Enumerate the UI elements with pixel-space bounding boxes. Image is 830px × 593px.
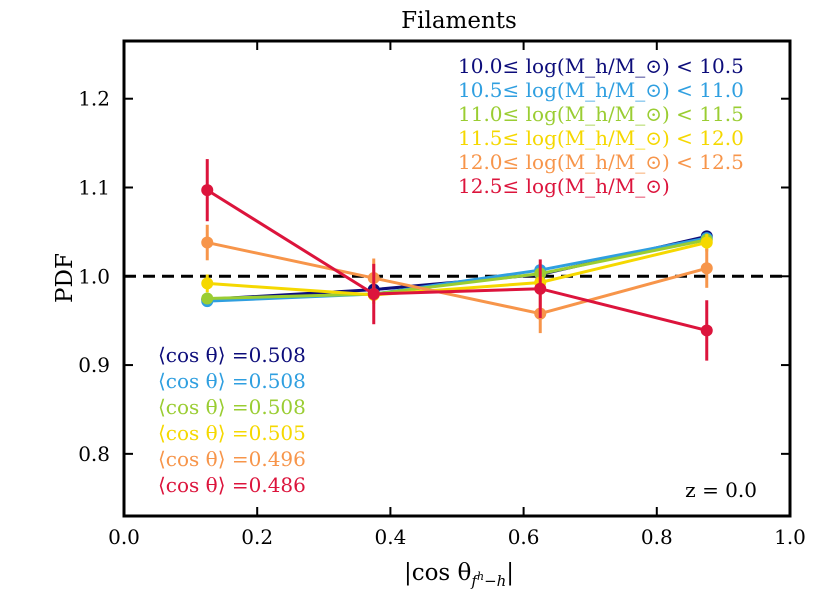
- chart-title: Filaments: [401, 8, 517, 34]
- x-tick-label: 0.2: [241, 525, 273, 549]
- y-tick-label: 1.0: [78, 264, 110, 288]
- series-5: [201, 224, 713, 334]
- series-line: [206, 188, 708, 332]
- data-point: [700, 262, 713, 275]
- x-tick-label: 0.4: [374, 525, 406, 549]
- series-6: [201, 159, 713, 361]
- mean-cos-label-6: ⟨cos θ⟩ =0.486: [158, 473, 306, 497]
- data-point: [367, 288, 380, 301]
- mean-cos-labels: ⟨cos θ⟩ =0.508⟨cos θ⟩ =0.508⟨cos θ⟩ =0.5…: [158, 343, 306, 497]
- mean-cos-label-4: ⟨cos θ⟩ =0.505: [158, 421, 306, 445]
- series-line: [207, 238, 708, 300]
- y-tick-label: 0.9: [78, 353, 110, 377]
- legend-entry-5: 12.0≤ log(M_h/M_⊙) < 12.5: [458, 150, 744, 174]
- series-1: [201, 230, 713, 306]
- plot-area: [124, 159, 790, 361]
- plot-frame: [122, 39, 792, 518]
- legend-entry-4: 11.5≤ log(M_h/M_⊙) < 12.0: [458, 126, 744, 150]
- legend: 10.0≤ log(M_h/M_⊙) < 10.510.5≤ log(M_h/M…: [458, 54, 744, 198]
- data-point: [201, 277, 214, 290]
- x-tick-label: 0.8: [641, 525, 673, 549]
- data-point: [201, 184, 214, 197]
- data-point: [201, 292, 214, 305]
- legend-entry-1: 10.0≤ log(M_h/M_⊙) < 10.5: [458, 54, 744, 78]
- data-point: [534, 282, 547, 295]
- legend-entry-6: 12.5≤ log(M_h/M_⊙): [458, 174, 670, 198]
- x-axis-label: |cos θfh−h|: [404, 560, 514, 590]
- data-point: [700, 324, 713, 337]
- y-tick-label: 0.8: [78, 442, 110, 466]
- legend-entry-2: 10.5≤ log(M_h/M_⊙) < 11.0: [458, 78, 744, 102]
- mean-cos-label-5: ⟨cos θ⟩ =0.496: [158, 447, 306, 471]
- series-line: [207, 241, 708, 297]
- mean-cos-label-2: ⟨cos θ⟩ =0.508: [158, 369, 306, 393]
- x-axis: 0.0 0.2 0.4 0.6 0.8 1.0: [108, 41, 806, 549]
- x-tick-label: 1.0: [774, 525, 806, 549]
- x-tick-label: 0.6: [508, 525, 540, 549]
- x-tick-label: 0.0: [108, 525, 140, 549]
- y-axis-label: PDF: [52, 253, 78, 303]
- y-axis: 0.8 0.9 1.0 1.1 1.2: [78, 87, 790, 466]
- mean-cos-label-3: ⟨cos θ⟩ =0.508: [158, 395, 306, 419]
- series-4: [201, 233, 713, 304]
- legend-entry-3: 11.0≤ log(M_h/M_⊙) < 11.5: [458, 102, 744, 126]
- data-point: [201, 236, 214, 249]
- y-tick-label: 1.2: [78, 87, 110, 111]
- redshift-label: z = 0.0: [685, 478, 757, 502]
- data-point: [700, 236, 713, 249]
- mean-cos-label-1: ⟨cos θ⟩ =0.508: [158, 343, 306, 367]
- y-tick-label: 1.1: [78, 175, 110, 199]
- series-line: [206, 241, 708, 316]
